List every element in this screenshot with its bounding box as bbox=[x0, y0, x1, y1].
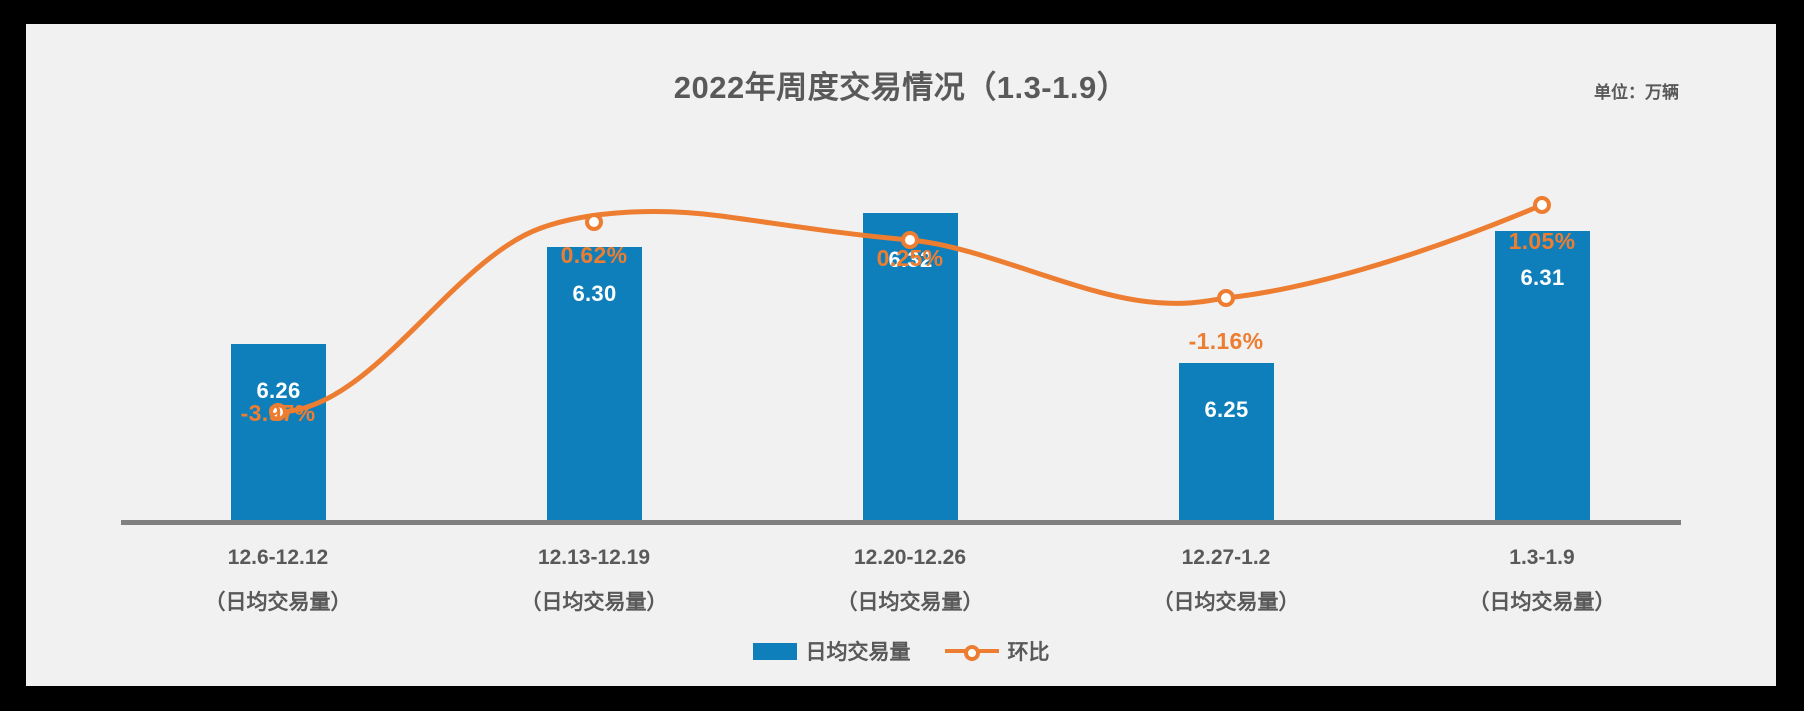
line-marker-1.3-1.9[interactable] bbox=[1533, 196, 1551, 214]
legend-item-line[interactable]: 环比 bbox=[944, 636, 1050, 666]
legend-label: 环比 bbox=[1007, 641, 1050, 664]
category-label-sub: （日均交易量） bbox=[836, 591, 984, 614]
chart-legend: 日均交易量 环比 bbox=[26, 636, 1776, 666]
category-label-12.13-12.19: 12.13-12.19 （日均交易量） bbox=[521, 546, 668, 616]
line-marker-12.20-12.26[interactable] bbox=[901, 231, 919, 249]
percent-label-12.13-12.19: 0.62% bbox=[560, 242, 628, 268]
category-label-main: 12.20-12.26 bbox=[853, 546, 967, 569]
bar-value-label: 6.31 bbox=[1520, 265, 1565, 290]
trend-line-svg bbox=[269, 196, 1551, 421]
category-label-sub: （日均交易量） bbox=[1152, 591, 1300, 614]
category-label-sub: （日均交易量） bbox=[520, 591, 668, 614]
category-label-1.3-1.9: 1.3-1.9 （日均交易量） bbox=[1469, 546, 1616, 616]
percent-label-12.6-12.12: -3.97% bbox=[240, 400, 316, 426]
line-marker-12.27-1.2[interactable] bbox=[1217, 289, 1235, 307]
plot-area: 6.26 6.30 6.32 6.25 6.31 -3.97% 0.62% 0.25% -1.… bbox=[121, 120, 1681, 524]
bar-12.13-12.19[interactable]: 6.30 bbox=[547, 247, 642, 524]
category-label-12.6-12.12: 12.6-12.12 （日均交易量） bbox=[205, 546, 352, 616]
bar-value-label: 6.25 bbox=[1204, 397, 1249, 422]
bar-value-label: 6.30 bbox=[572, 281, 617, 306]
category-label-main: 12.6-12.12 bbox=[227, 546, 329, 569]
category-label-main: 12.27-1.2 bbox=[1181, 546, 1271, 569]
line-marker-12.13-12.19[interactable] bbox=[585, 213, 603, 231]
legend-bar-swatch-icon bbox=[752, 642, 797, 660]
legend-label: 日均交易量 bbox=[805, 641, 911, 664]
percent-label-1.3-1.9: 1.05% bbox=[1508, 228, 1576, 254]
category-label-12.20-12.26: 12.20-12.26 （日均交易量） bbox=[837, 546, 984, 616]
bar-1.3-1.9[interactable]: 6.31 bbox=[1495, 231, 1590, 524]
bar-12.6-12.12[interactable]: 6.26 bbox=[231, 344, 326, 524]
x-axis-line bbox=[121, 520, 1681, 525]
category-label-main: 1.3-1.9 bbox=[1509, 546, 1575, 569]
bar-value-label: 6.32 bbox=[888, 247, 933, 272]
category-label-12.27-1.2: 12.27-1.2 （日均交易量） bbox=[1153, 546, 1300, 616]
percent-label-12.27-1.2: -1.16% bbox=[1188, 328, 1264, 354]
legend-line-swatch-icon bbox=[944, 642, 999, 661]
chart-title: 2022年周度交易情况（1.3-1.9） bbox=[673, 70, 1129, 105]
bar-12.27-1.2[interactable]: 6.25 bbox=[1179, 363, 1274, 524]
chart-container: 2022年周度交易情况（1.3-1.9） 单位：万辆 6.26 6.30 6.32 6… bbox=[26, 24, 1776, 686]
category-label-sub: （日均交易量） bbox=[1468, 591, 1616, 614]
legend-item-bar[interactable]: 日均交易量 bbox=[752, 636, 911, 666]
category-label-main: 12.13-12.19 bbox=[537, 546, 651, 569]
percent-label-12.20-12.26: 0.25% bbox=[876, 245, 944, 271]
bar-value-label: 6.26 bbox=[256, 378, 301, 403]
unit-label: 单位：万辆 bbox=[1594, 83, 1679, 102]
bar-12.20-12.26[interactable]: 6.32 bbox=[863, 213, 958, 524]
line-marker-12.6-12.12[interactable] bbox=[269, 403, 287, 421]
category-label-sub: （日均交易量） bbox=[204, 591, 352, 614]
